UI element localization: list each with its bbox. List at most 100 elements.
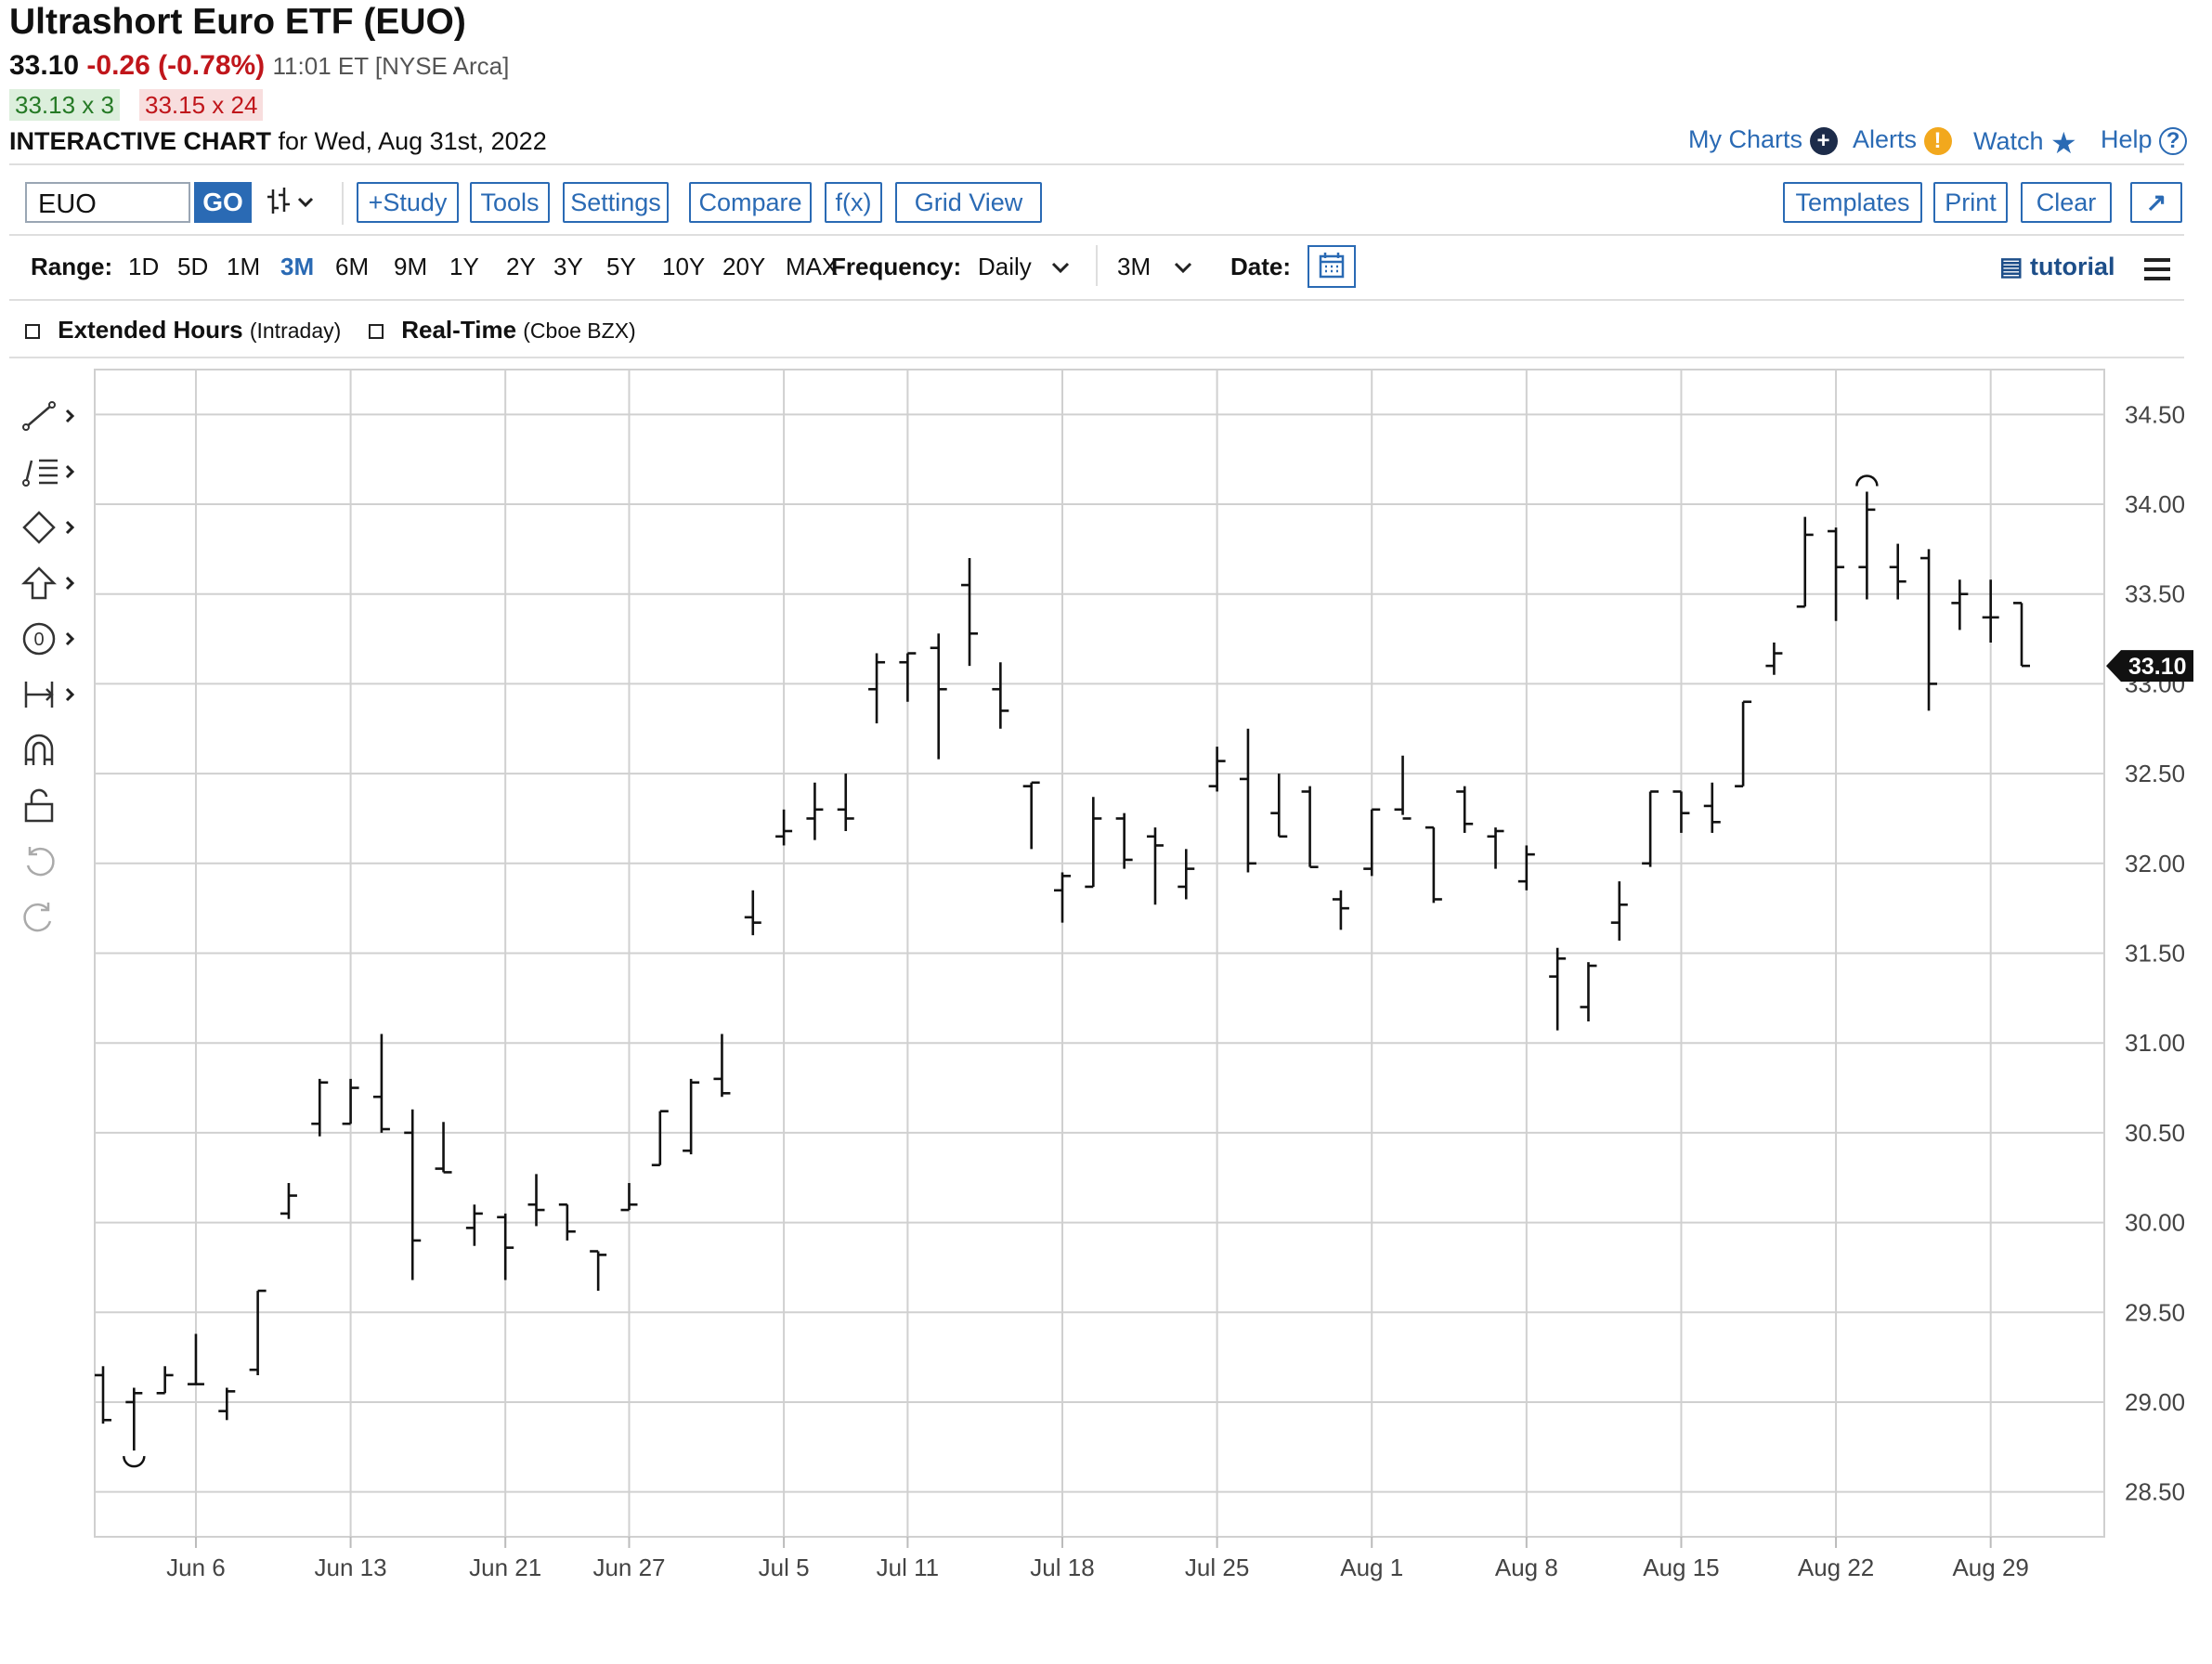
range-option-3y[interactable]: 3Y — [553, 253, 583, 280]
print-button[interactable]: Print — [1933, 182, 2008, 223]
fibonacci-tool[interactable] — [20, 453, 76, 490]
ohlc-bar[interactable] — [249, 1289, 267, 1375]
ohlc-bar[interactable] — [1208, 747, 1226, 792]
range-option-max[interactable]: MAX — [786, 253, 839, 280]
ohlc-bar[interactable] — [1703, 782, 1721, 833]
ohlc-bar[interactable] — [590, 1250, 607, 1292]
ohlc-bar[interactable] — [465, 1204, 483, 1246]
annotation-tool[interactable]: 0 — [20, 620, 76, 657]
ohlc-bar[interactable] — [1115, 812, 1133, 869]
clear-button[interactable]: Clear — [2021, 182, 2112, 223]
ohlc-bar[interactable] — [713, 1034, 731, 1098]
redo-button[interactable] — [20, 899, 76, 936]
ohlc-bar[interactable] — [1580, 962, 1597, 1021]
ohlc-bar[interactable] — [868, 653, 886, 723]
tutorial-link[interactable]: ▤ tutorial — [1999, 253, 2115, 281]
measure-tool[interactable] — [20, 676, 76, 713]
ohlc-bar[interactable] — [218, 1387, 236, 1421]
ohlc-bar[interactable] — [1456, 786, 1474, 833]
ohlc-bar[interactable] — [1239, 728, 1256, 873]
range-option-5y[interactable]: 5Y — [606, 253, 636, 280]
magnet-tool[interactable] — [20, 732, 76, 769]
ohlc-bar[interactable] — [372, 1034, 390, 1133]
ohlc-bar[interactable] — [1425, 826, 1442, 904]
ohlc-bar[interactable] — [1610, 881, 1628, 941]
lock-tool[interactable] — [20, 787, 76, 825]
my-charts-link[interactable]: My Charts + — [1688, 125, 1838, 155]
ohlc-bar[interactable] — [1735, 700, 1752, 787]
range-option-6m[interactable]: 6M — [335, 253, 370, 280]
grid-view-button[interactable]: Grid View — [895, 182, 1042, 223]
study-button[interactable]: +Study — [357, 182, 459, 223]
ohlc-bar[interactable] — [1054, 872, 1071, 923]
ohlc-bar[interactable] — [1146, 827, 1164, 905]
ohlc-bar[interactable] — [1301, 786, 1319, 868]
expand-icon[interactable]: ↗ — [2130, 182, 2182, 223]
ohlc-bar[interactable] — [1022, 781, 1040, 850]
shape-tool[interactable] — [20, 509, 76, 546]
ohlc-bar[interactable] — [837, 774, 854, 831]
ohlc-bar[interactable] — [651, 1110, 669, 1166]
real-time-option[interactable]: Real-Time (Cboe BZX) — [369, 316, 636, 344]
ohlc-bar[interactable] — [1642, 790, 1659, 867]
ohlc-bar[interactable] — [342, 1078, 359, 1125]
ohlc-bar[interactable] — [806, 782, 824, 840]
ohlc-bar[interactable] — [527, 1174, 545, 1227]
ohlc-bar[interactable] — [1889, 543, 1906, 600]
ohlc-bar[interactable] — [435, 1122, 452, 1174]
period-dropdown[interactable]: 3M — [1117, 253, 1194, 281]
ohlc-bar[interactable] — [95, 1366, 111, 1424]
ohlc-bar[interactable] — [683, 1078, 700, 1155]
ohlc-bar[interactable] — [1363, 808, 1381, 877]
range-option-20y[interactable]: 20Y — [722, 253, 766, 280]
ohlc-bar[interactable] — [899, 652, 917, 702]
ohlc-bar[interactable] — [1828, 527, 1845, 621]
ohlc-bar[interactable] — [280, 1183, 297, 1219]
ohlc-bar[interactable] — [1085, 797, 1102, 889]
ohlc-bar[interactable] — [2013, 602, 2030, 668]
ohlc-bar[interactable] — [1982, 579, 1999, 643]
range-option-9m[interactable]: 9M — [394, 253, 428, 280]
frequency-dropdown[interactable]: Daily — [978, 253, 1072, 281]
range-option-3m[interactable]: 3M — [280, 253, 315, 280]
tools-button[interactable]: Tools — [470, 182, 550, 223]
calendar-button[interactable] — [1308, 245, 1356, 288]
ohlc-bar[interactable] — [156, 1366, 174, 1395]
ohlc-bar[interactable] — [1517, 845, 1535, 890]
real-time-checkbox[interactable] — [369, 324, 384, 340]
compare-button[interactable]: Compare — [689, 182, 812, 223]
go-button[interactable]: GO — [194, 182, 252, 223]
arrow-tool[interactable] — [20, 565, 76, 602]
ohlc-bar[interactable] — [497, 1213, 514, 1280]
ohlc-bar[interactable] — [187, 1333, 204, 1385]
ohlc-bar[interactable] — [1549, 947, 1567, 1031]
undo-button[interactable] — [20, 843, 76, 880]
ohlc-bar[interactable] — [1394, 755, 1412, 820]
menu-icon[interactable] — [2142, 256, 2172, 287]
bar-type-dropdown[interactable] — [266, 184, 321, 226]
extended-hours-option[interactable]: Extended Hours (Intraday) — [25, 316, 341, 344]
alerts-link[interactable]: Alerts ! — [1853, 125, 1952, 155]
ohlc-bar[interactable] — [992, 662, 1009, 729]
ohlc-bar[interactable] — [311, 1078, 329, 1137]
ohlc-bar[interactable] — [1765, 642, 1783, 675]
trendline-tool[interactable] — [20, 397, 76, 435]
ohlc-bar[interactable] — [1270, 774, 1288, 838]
ohlc-bar[interactable] — [1858, 491, 1876, 600]
ohlc-bar[interactable] — [1178, 849, 1195, 900]
ohlc-bar[interactable] — [125, 1387, 143, 1451]
range-option-1d[interactable]: 1D — [128, 253, 160, 280]
ohlc-bar[interactable] — [1672, 790, 1690, 833]
ohlc-bar[interactable] — [775, 809, 793, 846]
fx-button[interactable]: f(x) — [825, 182, 882, 223]
ohlc-bar[interactable] — [620, 1183, 638, 1212]
ohlc-bar[interactable] — [1332, 890, 1349, 930]
ohlc-bar[interactable] — [961, 558, 979, 667]
ohlc-bar[interactable] — [930, 633, 947, 760]
settings-button[interactable]: Settings — [563, 182, 669, 223]
extended-hours-checkbox[interactable] — [25, 324, 40, 340]
ohlc-bar[interactable] — [1487, 827, 1504, 869]
templates-button[interactable]: Templates — [1783, 182, 1922, 223]
range-option-5d[interactable]: 5D — [177, 253, 209, 280]
